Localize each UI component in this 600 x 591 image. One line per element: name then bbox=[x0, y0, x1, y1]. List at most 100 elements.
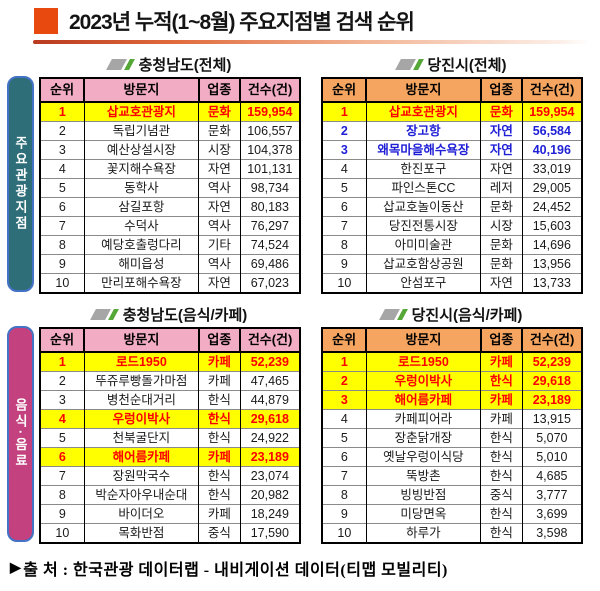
table-row: 6 옛날우렁이식당 한식 5,010 bbox=[321, 447, 583, 467]
type-cell: 자연 bbox=[198, 273, 241, 293]
count-cell: 56,584 bbox=[521, 121, 583, 141]
count-cell: 98,734 bbox=[239, 178, 301, 198]
table-row: 2 뚜쥬루빵돌가마점 카페 47,465 bbox=[39, 371, 301, 391]
name-cell: 당진전통시장 bbox=[365, 216, 482, 236]
count-cell: 14,696 bbox=[521, 235, 583, 255]
table-row: 8 박순자아우내순대 한식 20,982 bbox=[39, 485, 301, 505]
count-cell: 23,189 bbox=[239, 447, 301, 467]
rank-cell: 2 bbox=[39, 371, 85, 391]
type-cell: 자연 bbox=[480, 140, 523, 160]
source-text: 출 처 : 한국관광 데이터랩 - 내비게이션 데이터(티맵 모빌리티) bbox=[23, 562, 448, 579]
count-cell: 5,070 bbox=[521, 428, 583, 448]
arrow-bullet-icon: ▶ bbox=[10, 560, 22, 576]
rank-cell: 6 bbox=[39, 197, 85, 217]
table-row: 1 삽교호관광지 문화 159,954 bbox=[321, 101, 583, 122]
count-cell: 101,131 bbox=[239, 159, 301, 179]
count-cell: 47,465 bbox=[239, 371, 301, 391]
type-cell: 자연 bbox=[480, 273, 523, 293]
rank-cell: 8 bbox=[321, 235, 367, 255]
table-dangjin-total: 순위 방문지 업종 건수(건) 1 삽교호관광지 문화 159,954 2 장고항 자연 56… bbox=[320, 77, 583, 294]
table-title-label: 충청남도(전체) bbox=[138, 56, 232, 74]
table-row: 4 한진포구 자연 33,019 bbox=[321, 159, 583, 179]
table-row: 1 삽교호관광지 문화 159,954 bbox=[39, 101, 301, 122]
rank-cell: 1 bbox=[39, 101, 85, 122]
rank-cell: 4 bbox=[39, 409, 85, 429]
count-cell: 5,010 bbox=[521, 447, 583, 467]
table-row: 5 파인스톤CC 레저 29,005 bbox=[321, 178, 583, 198]
table-row: 5 동학사 역사 98,734 bbox=[39, 178, 301, 198]
table-row: 7 수덕사 역사 76,297 bbox=[39, 216, 301, 236]
name-cell: 해어름카페 bbox=[365, 390, 482, 410]
type-cell: 카페 bbox=[198, 351, 241, 372]
rank-cell: 1 bbox=[39, 351, 85, 372]
rank-cell: 10 bbox=[321, 273, 367, 293]
table-chungnam-total: 순위 방문지 업종 건수(건) 1 삽교호관광지 문화 159,954 2 독립기념관 문화… bbox=[38, 77, 301, 294]
rank-cell: 7 bbox=[39, 216, 85, 236]
type-cell: 역사 bbox=[198, 216, 241, 236]
table-row: 2 장고항 자연 56,584 bbox=[321, 121, 583, 141]
table-row: 10 하루가 한식 3,598 bbox=[321, 523, 583, 543]
type-cell: 역사 bbox=[198, 254, 241, 274]
count-cell: 18,249 bbox=[239, 504, 301, 524]
column-header-count: 건수(건) bbox=[521, 77, 583, 103]
name-cell: 파인스톤CC bbox=[365, 178, 482, 198]
table-header-row: 순위 방문지 업종 건수(건) bbox=[38, 327, 301, 353]
count-cell: 159,954 bbox=[521, 101, 583, 122]
count-cell: 13,733 bbox=[521, 273, 583, 293]
section-tab-food-drink: 음식·음료 bbox=[7, 326, 34, 542]
type-cell: 한식 bbox=[480, 466, 523, 486]
count-cell: 67,023 bbox=[239, 273, 301, 293]
name-cell: 삽교호관광지 bbox=[365, 101, 482, 122]
name-cell: 한진포구 bbox=[365, 159, 482, 179]
count-cell: 13,956 bbox=[521, 254, 583, 274]
table-row: 2 독립기념관 문화 106,557 bbox=[39, 121, 301, 141]
name-cell: 바이더오 bbox=[83, 504, 200, 524]
name-cell: 독립기념관 bbox=[83, 121, 200, 141]
slash-icon bbox=[89, 308, 119, 320]
section-food-drink: 음식·음료 충청남도(음식/카페) 순위 방문지 업종 건수(건) 1 로드195… bbox=[6, 304, 592, 544]
rank-cell: 9 bbox=[39, 504, 85, 524]
rank-cell: 9 bbox=[39, 254, 85, 274]
table-row: 3 예산상설시장 시장 104,378 bbox=[39, 140, 301, 160]
table-row: 5 천북굴단지 한식 24,922 bbox=[39, 428, 301, 448]
count-cell: 40,196 bbox=[521, 140, 583, 160]
rank-cell: 2 bbox=[321, 371, 367, 391]
slash-icon bbox=[378, 308, 408, 320]
column-header-rank: 순위 bbox=[320, 327, 368, 353]
rank-cell: 6 bbox=[321, 447, 367, 467]
rank-cell: 5 bbox=[39, 178, 85, 198]
table-header-row: 순위 방문지 업종 건수(건) bbox=[320, 77, 583, 103]
type-cell: 시장 bbox=[198, 140, 241, 160]
name-cell: 동학사 bbox=[83, 178, 200, 198]
table-row: 8 예당호출렁다리 기타 74,524 bbox=[39, 235, 301, 255]
type-cell: 자연 bbox=[480, 121, 523, 141]
name-cell: 옛날우렁이식당 bbox=[365, 447, 482, 467]
column-header-name: 방문지 bbox=[365, 327, 482, 353]
name-cell: 안섬포구 bbox=[365, 273, 482, 293]
column-header-type: 업종 bbox=[197, 77, 242, 103]
table-title-label: 당진시(전체) bbox=[427, 56, 507, 74]
count-cell: 69,486 bbox=[239, 254, 301, 274]
section-tourist-spots: 주요관광지점 충청남도(전체) 순위 방문지 업종 건수(건) 1 삽교호관광지 문… bbox=[6, 54, 592, 294]
table-row: 8 빙빙반점 중식 3,777 bbox=[321, 485, 583, 505]
table-row: 4 우렁이박사 한식 29,618 bbox=[39, 409, 301, 429]
type-cell: 한식 bbox=[198, 390, 241, 410]
name-cell: 예산상설시장 bbox=[83, 140, 200, 160]
table-header-row: 순위 방문지 업종 건수(건) bbox=[38, 77, 301, 103]
table-row: 7 장원막국수 한식 23,074 bbox=[39, 466, 301, 486]
table-row: 1 로드1950 카페 52,239 bbox=[39, 351, 301, 372]
rank-cell: 9 bbox=[321, 254, 367, 274]
name-cell: 아미미술관 bbox=[365, 235, 482, 255]
table-title-dangjin-total: 당진시(전체) bbox=[321, 54, 583, 74]
name-cell: 박순자아우내순대 bbox=[83, 485, 200, 505]
table-block-chungnam-total: 충청남도(전체) 순위 방문지 업종 건수(건) 1 삽교호관광지 문화 159,95… bbox=[38, 54, 301, 294]
rank-cell: 8 bbox=[39, 235, 85, 255]
rank-cell: 3 bbox=[321, 140, 367, 160]
type-cell: 문화 bbox=[480, 197, 523, 217]
source-note: ▶ 출 처 : 한국관광 데이터랩 - 내비게이션 데이터(티맵 모빌리티) bbox=[10, 556, 592, 580]
rank-cell: 10 bbox=[39, 273, 85, 293]
table-row: 2 우렁이박사 한식 29,618 bbox=[321, 371, 583, 391]
title-accent-square bbox=[34, 8, 58, 34]
column-header-rank: 순위 bbox=[320, 77, 368, 103]
type-cell: 카페 bbox=[480, 390, 523, 410]
